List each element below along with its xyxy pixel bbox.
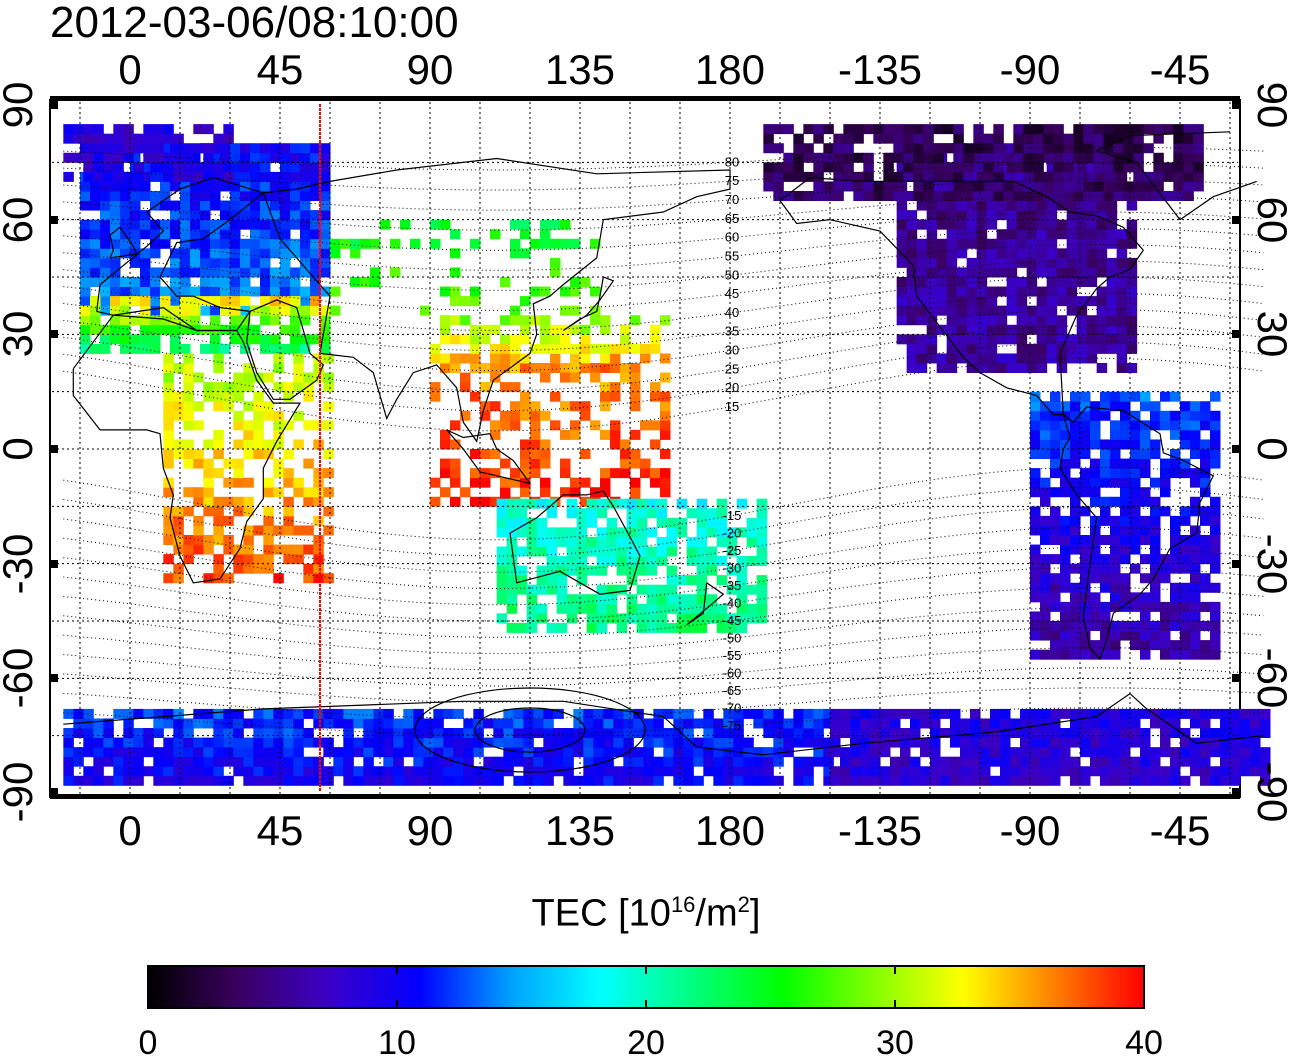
bottom-longitude-tick: 45 bbox=[257, 807, 304, 854]
right-latitude-tick: 60 bbox=[1249, 197, 1292, 244]
magnetic-latitude-label: -70 bbox=[723, 700, 742, 715]
left-latitude-tick: 90 bbox=[0, 82, 41, 129]
colorbar-title-main: TEC [10 bbox=[531, 892, 671, 935]
top-longitude-tick: 45 bbox=[257, 46, 304, 93]
magnetic-latitude-label: 70 bbox=[725, 192, 739, 207]
magnetic-latitude-label: -35 bbox=[723, 578, 742, 593]
colorbar-tick-label: 10 bbox=[378, 1024, 416, 1057]
colorbar-ticks: 0 10 20 30 40 bbox=[139, 966, 1163, 1057]
colorbar-title: TEC [1016/m2] bbox=[0, 892, 1292, 936]
bottom-longitude-tick: 180 bbox=[695, 807, 765, 854]
map-title: 2012-03-06/08:10:00 bbox=[50, 0, 459, 47]
lat-lon-grid bbox=[52, 102, 1238, 795]
magnetic-latitude-label: 75 bbox=[725, 173, 739, 188]
top-longitude-tick: 135 bbox=[545, 46, 615, 93]
bottom-longitude-tick: -90 bbox=[1000, 807, 1061, 854]
magnetic-latitude-label: -55 bbox=[723, 648, 742, 663]
magnetic-latitude-label: 45 bbox=[725, 286, 739, 301]
magnetic-latitude-label: 20 bbox=[725, 380, 739, 395]
magnetic-latitude-label: -65 bbox=[723, 683, 742, 698]
magnetic-latitude-label: 30 bbox=[725, 343, 739, 358]
magnetic-latitude-label: 65 bbox=[725, 211, 739, 226]
colorbar-tick-label: 40 bbox=[1125, 1024, 1163, 1057]
magnetic-latitude-label: -15 bbox=[723, 508, 742, 523]
colorbar-tick-label: 0 bbox=[139, 1024, 158, 1057]
magnetic-latitude-label: -50 bbox=[723, 630, 742, 645]
top-longitude-tick: 0 bbox=[118, 46, 141, 93]
top-longitude-tick: 90 bbox=[407, 46, 454, 93]
bottom-longitude-tick: 90 bbox=[407, 807, 454, 854]
right-latitude-tick: -30 bbox=[1249, 534, 1292, 595]
magnetic-latitude-label: 15 bbox=[725, 399, 739, 414]
axis-ticks: 0 45 90 135 180 -135 -90 -450 45 90 135 180 -135 -90-… bbox=[0, 46, 1292, 854]
left-latitude-tick: -30 bbox=[0, 534, 41, 595]
magnetic-latitude-label: 80 bbox=[725, 154, 739, 169]
right-latitude-tick: 30 bbox=[1249, 311, 1292, 358]
magnetic-latitude-label: 50 bbox=[725, 267, 739, 282]
magnetic-latitude-label: 40 bbox=[725, 305, 739, 320]
magnetic-latitude-label: -20 bbox=[723, 525, 742, 540]
left-latitude-tick: 60 bbox=[0, 197, 41, 244]
magnetic-latitude-label: -45 bbox=[723, 613, 742, 628]
bottom-longitude-tick: -45 bbox=[1150, 807, 1211, 854]
right-latitude-tick: -90 bbox=[1249, 762, 1292, 823]
colorbar-title-exp2: 2 bbox=[737, 892, 750, 917]
bottom-frame-bar bbox=[50, 794, 1240, 799]
colorbar-title-exp: 16 bbox=[670, 892, 696, 917]
magnetic-latitude-label: 55 bbox=[725, 248, 739, 263]
right-latitude-tick: -60 bbox=[1249, 648, 1292, 709]
colorbar-title-unit: /m bbox=[695, 892, 738, 935]
magnetic-latitude-label: -25 bbox=[723, 543, 742, 558]
top-longitude-tick: -45 bbox=[1150, 46, 1211, 93]
colorbar-title-end: ] bbox=[749, 892, 761, 935]
coastlines bbox=[63, 131, 1264, 756]
top-longitude-tick: -135 bbox=[838, 46, 922, 93]
right-latitude-tick: 90 bbox=[1249, 82, 1292, 129]
bottom-longitude-tick: 0 bbox=[118, 807, 141, 854]
magnetic-latitude-label: 35 bbox=[725, 324, 739, 339]
right-latitude-tick: 0 bbox=[1249, 437, 1292, 460]
left-latitude-tick: 30 bbox=[0, 311, 41, 358]
bottom-longitude-tick: 135 bbox=[545, 807, 615, 854]
magnetic-latitude-label: -60 bbox=[723, 665, 742, 680]
left-latitude-tick: -60 bbox=[0, 648, 41, 709]
magnetic-latitude-label: 25 bbox=[725, 361, 739, 376]
magnetic-latitude-label: -75 bbox=[723, 718, 742, 733]
colorbar-tick-label: 30 bbox=[876, 1024, 914, 1057]
top-longitude-tick: -90 bbox=[1000, 46, 1061, 93]
top-longitude-tick: 180 bbox=[695, 46, 765, 93]
magnetic-latitude-label: -40 bbox=[723, 595, 742, 610]
left-latitude-tick: -90 bbox=[0, 762, 41, 823]
magnetic-latitude-label: 60 bbox=[725, 230, 739, 245]
magnetic-latitude-label: -30 bbox=[723, 560, 742, 575]
top-frame-bar bbox=[50, 96, 1240, 101]
bottom-longitude-tick: -135 bbox=[838, 807, 922, 854]
left-latitude-tick: 0 bbox=[0, 437, 41, 460]
colorbar-tick-label: 20 bbox=[627, 1024, 665, 1057]
